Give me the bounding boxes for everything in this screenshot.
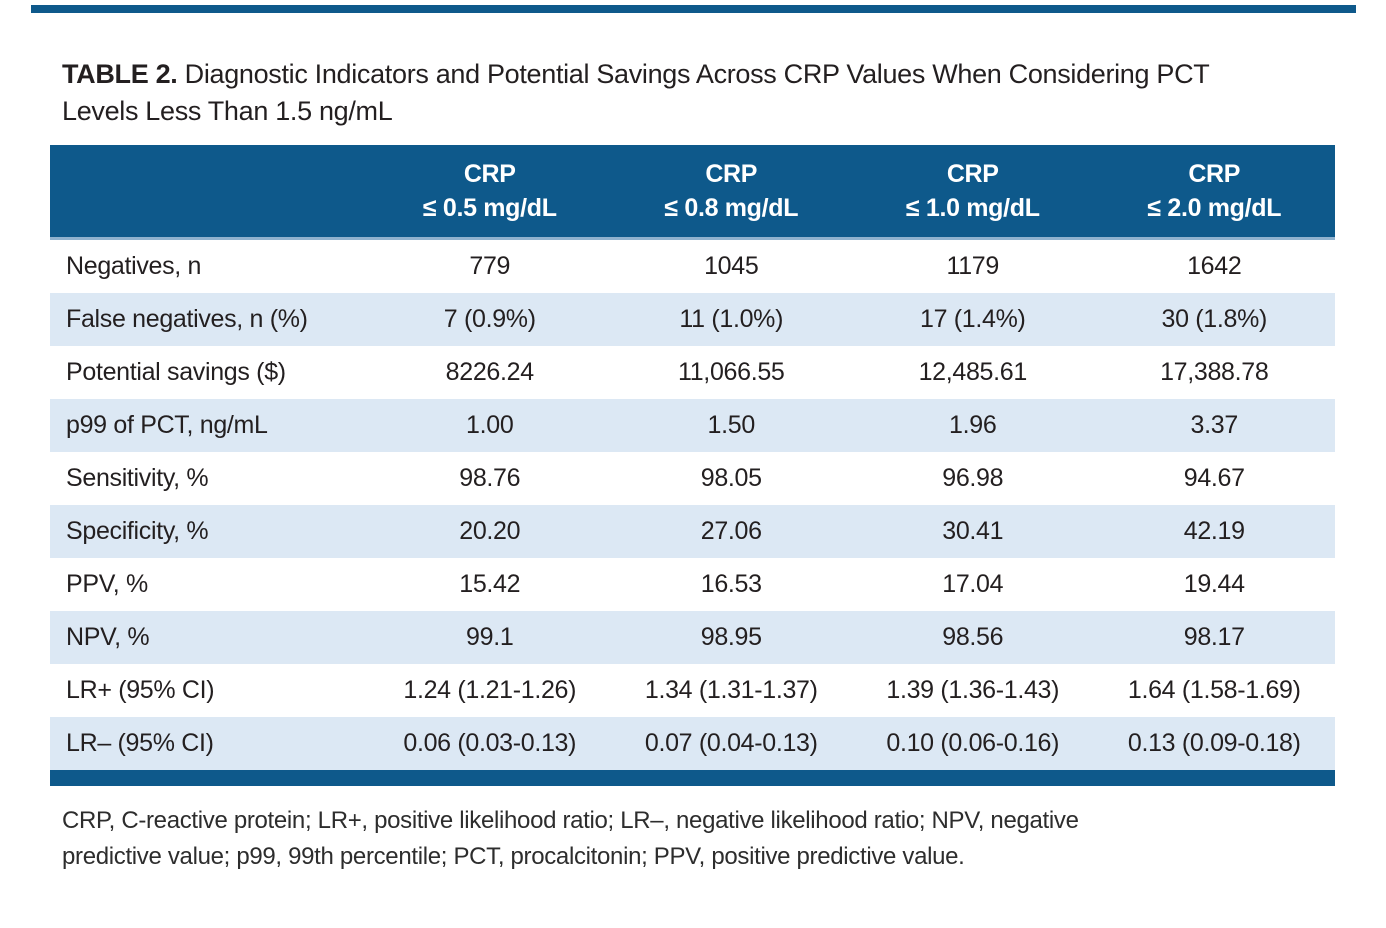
cell-value: 1179	[946, 252, 1000, 280]
table-row: Potential savings ($) 8226.24 11,066.55 12,…	[50, 346, 1335, 399]
table-body: Negatives, n 779 1045 1179 1642 False negativ…	[50, 240, 1335, 770]
cell-value: 0.10 (0.06-0.16)	[886, 729, 1060, 757]
footnote-line1: CRP, C-reactive protein; LR+, positive l…	[62, 807, 1079, 834]
table-row: p99 of PCT, ng/mL 1.00 1.50 1.96 3.37	[50, 399, 1335, 452]
header-crp-2.0: CRP ≤ 2.0 mg/dL	[1094, 145, 1336, 237]
footnote-line2: predictive value; p99, 99th percentile; …	[62, 843, 965, 870]
cell-value: 17 (1.4%)	[919, 305, 1026, 333]
table-title-line1: Diagnostic Indicators and Potential Savi…	[184, 59, 1210, 89]
top-page-rule	[31, 5, 1356, 13]
cell-value: 99.1	[466, 623, 514, 651]
cell-value: 8226.24	[445, 358, 534, 386]
table-row: Sensitivity, % 98.76 98.05 96.98 94.67	[50, 452, 1335, 505]
cell-value: 98.05	[700, 464, 762, 492]
table-row: False negatives, n (%) 7 (0.9%) 11 (1.0%) 1…	[50, 293, 1335, 346]
header-crp-1.0: CRP ≤ 1.0 mg/dL	[852, 145, 1094, 237]
cell-value: 15.42	[459, 570, 521, 598]
header-line2: ≤ 0.8 mg/dL	[664, 194, 799, 222]
cell-value: 1.64 (1.58-1.69)	[1127, 676, 1301, 704]
cell-value: 98.95	[700, 623, 762, 651]
header-line1: CRP	[946, 160, 999, 188]
row-label: Potential savings ($)	[66, 358, 286, 386]
row-label: p99 of PCT, ng/mL	[66, 411, 268, 439]
table-row: LR+ (95% CI) 1.24 (1.21-1.26) 1.34 (1.31-1…	[50, 664, 1335, 717]
row-label: LR+ (95% CI)	[66, 676, 215, 704]
header-empty-cell	[50, 145, 369, 237]
row-label: PPV, %	[66, 570, 148, 598]
header-line1: CRP	[1188, 160, 1241, 188]
table-title-line2: Levels Less Than 1.5 ng/mL	[62, 96, 393, 126]
header-crp-0.8: CRP ≤ 0.8 mg/dL	[611, 145, 853, 237]
header-crp-0.5: CRP ≤ 0.5 mg/dL	[369, 145, 611, 237]
cell-value: 27.06	[700, 517, 762, 545]
row-label: NPV, %	[66, 623, 150, 651]
cell-value: 30.41	[942, 517, 1004, 545]
cell-value: 20.20	[459, 517, 521, 545]
cell-value: 1642	[1187, 252, 1242, 280]
cell-value: 1.96	[949, 411, 997, 439]
cell-value: 12,485.61	[918, 358, 1028, 386]
header-line1: CRP	[705, 160, 758, 188]
cell-value: 1.00	[466, 411, 514, 439]
cell-value: 779	[469, 252, 511, 280]
cell-value: 11,066.55	[678, 358, 785, 386]
table-number-label: TABLE 2.	[62, 59, 178, 89]
header-line1: CRP	[463, 160, 516, 188]
cell-value: 3.37	[1190, 411, 1239, 439]
row-label: LR– (95% CI)	[66, 729, 214, 757]
row-label: Negatives, n	[66, 252, 202, 280]
cell-value: 17,388.78	[1160, 358, 1269, 386]
cell-value: 98.17	[1183, 623, 1245, 651]
cell-value: 1.50	[707, 411, 756, 439]
diagnostic-indicators-table: CRP ≤ 0.5 mg/dL CRP ≤ 0.8 mg/dL CRP ≤ 1.…	[50, 145, 1335, 786]
table-row: NPV, % 99.1 98.95 98.56 98.17	[50, 611, 1335, 664]
cell-value: 1.24 (1.21-1.26)	[403, 676, 577, 704]
table-row: LR– (95% CI) 0.06 (0.03-0.13) 0.07 (0.04-0…	[50, 717, 1335, 770]
cell-value: 11 (1.0%)	[679, 305, 784, 333]
cell-value: 19.44	[1183, 570, 1245, 598]
table-row: Specificity, % 20.20 27.06 30.41 42.19	[50, 505, 1335, 558]
header-line2: ≤ 1.0 mg/dL	[905, 194, 1040, 222]
cell-value: 98.76	[459, 464, 521, 492]
cell-value: 7 (0.9%)	[443, 305, 536, 333]
cell-value: 1045	[704, 252, 759, 280]
table-title: TABLE 2. Diagnostic Indicators and Poten…	[62, 56, 1362, 130]
cell-value: 17.04	[942, 570, 1004, 598]
cell-value: 96.98	[942, 464, 1004, 492]
cell-value: 98.56	[942, 623, 1004, 651]
row-label: False negatives, n (%)	[66, 305, 308, 333]
table-header-row: CRP ≤ 0.5 mg/dL CRP ≤ 0.8 mg/dL CRP ≤ 1.…	[50, 145, 1335, 240]
cell-value: 0.06 (0.03-0.13)	[403, 729, 577, 757]
table-footnote: CRP, C-reactive protein; LR+, positive l…	[62, 803, 1362, 875]
cell-value: 0.07 (0.04-0.13)	[644, 729, 818, 757]
table-bottom-rule	[50, 770, 1335, 786]
header-line2: ≤ 2.0 mg/dL	[1147, 194, 1282, 222]
row-label: Sensitivity, %	[66, 464, 209, 492]
cell-value: 16.53	[700, 570, 762, 598]
table-row: Negatives, n 779 1045 1179 1642	[50, 240, 1335, 293]
cell-value: 94.67	[1183, 464, 1245, 492]
cell-value: 1.39 (1.36-1.43)	[886, 676, 1060, 704]
cell-value: 1.34 (1.31-1.37)	[644, 676, 818, 704]
cell-value: 0.13 (0.09-0.18)	[1127, 729, 1301, 757]
cell-value: 30 (1.8%)	[1161, 305, 1267, 333]
row-label: Specificity, %	[66, 517, 209, 545]
header-line2: ≤ 0.5 mg/dL	[422, 194, 557, 222]
cell-value: 42.19	[1183, 517, 1245, 545]
table-row: PPV, % 15.42 16.53 17.04 19.44	[50, 558, 1335, 611]
